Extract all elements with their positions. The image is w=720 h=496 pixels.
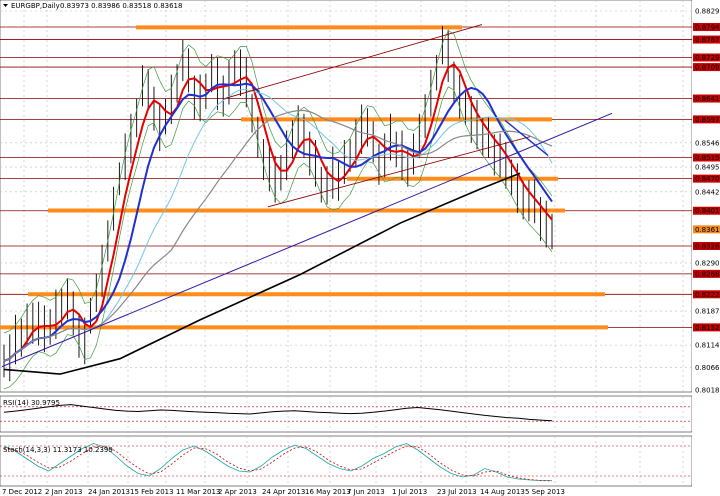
price-tick-label: 0.87679 [695, 36, 720, 44]
time-axis-label: 15 Feb 2013 [130, 488, 174, 496]
price-tick-label: 0.86417 [695, 95, 720, 103]
time-axis-label: 2 Apr 2013 [218, 488, 257, 496]
price-tick-label: 0.82665 [695, 270, 720, 278]
price-tick-label: 0.85155 [695, 154, 720, 162]
price-label-highlight [693, 290, 720, 299]
price-label-highlight [693, 269, 720, 278]
stoch-label: Stoch(14,3,3) 11.3173 10.2399 [3, 446, 113, 454]
trendline-blue [504, 119, 549, 156]
time-axis-label: 24 Apr 2013 [262, 488, 305, 496]
price-label-highlight [693, 53, 720, 62]
price-tick-label: 0.87295 [695, 54, 720, 62]
chart-header: EURGBP,Daily 0.83973 0.83986 0.83518 0.8… [3, 2, 182, 10]
time-axis-label: 24 Jan 2013 [88, 488, 130, 496]
time-axis-label: 7 Jun 2013 [347, 488, 385, 496]
main-price-panel[interactable] [0, 0, 693, 393]
support-resistance-levels [0, 10, 692, 368]
price-label-highlight [693, 35, 720, 44]
price-label-highlight [693, 153, 720, 162]
time-axis-label: 16 May 2013 [305, 488, 351, 496]
ma-blue [3, 82, 553, 362]
stoch-signal [3, 445, 553, 482]
trendline-purple [1, 112, 613, 368]
bollinger-lower [3, 86, 553, 390]
rsi-panel[interactable] [0, 395, 693, 433]
stoch-panel[interactable] [0, 435, 693, 487]
price-label-highlight [693, 174, 720, 183]
channel-upper [224, 24, 483, 99]
price-tick-label: 0.84703 [695, 175, 720, 183]
price-label-highlight [693, 23, 720, 32]
rsi-label: RSI(14) 30.9795 [3, 399, 60, 407]
price-tick-label: 0.87947 [695, 24, 720, 32]
price-tick-label: 0.85465 [695, 140, 720, 148]
price-tick-label: 0.85971 [695, 116, 720, 124]
current-price-marker [693, 225, 720, 234]
channel-lower [267, 136, 531, 208]
time-axis: 7 Dec 2012 2 Jan 2013 24 Jan 2013 15 Feb 20… [2, 488, 565, 496]
price-tick-label: 0.84016 [695, 207, 720, 215]
time-axis-label: 2 Jan 2013 [45, 488, 83, 496]
trend-lines [1, 24, 613, 368]
symbol-label: EURGBP,Daily [11, 2, 60, 10]
time-axis-label: 11 Mar 2013 [176, 488, 220, 496]
time-axis-label: 7 Dec 2012 [2, 488, 42, 496]
ohlc-readout: 0.83973 0.83986 0.83518 0.83618 [60, 2, 182, 10]
price-label-highlight [693, 323, 720, 332]
price-label-highlight [693, 63, 720, 72]
rsi-line [3, 404, 553, 422]
price-label-highlight [693, 206, 720, 215]
price-tick-label: 0.82228 [695, 291, 720, 299]
ema-red [3, 62, 553, 362]
price-label-highlight [693, 94, 720, 103]
bollinger-upper [3, 30, 553, 334]
dropdown-arrow-icon[interactable] [3, 4, 8, 7]
price-tick-label: 0.83261 [695, 243, 720, 251]
current-price-label: 0.83618 [695, 226, 720, 234]
time-axis-label: 1 Jul 2013 [392, 488, 427, 496]
stoch-main [3, 443, 552, 481]
ma-gray [3, 109, 553, 362]
price-tick-label: 0.82902 [695, 259, 720, 267]
ma-black [3, 172, 521, 375]
time-axis-label: 5 Sep 2013 [525, 488, 565, 496]
time-axis-label: 14 Aug 2013 [480, 488, 525, 496]
grid-lines [23, 0, 684, 486]
price-label-highlight [693, 242, 720, 251]
price-label-highlight [693, 115, 720, 124]
time-axis-label: 23 Jul 2013 [437, 488, 477, 496]
price-plots [3, 25, 553, 390]
